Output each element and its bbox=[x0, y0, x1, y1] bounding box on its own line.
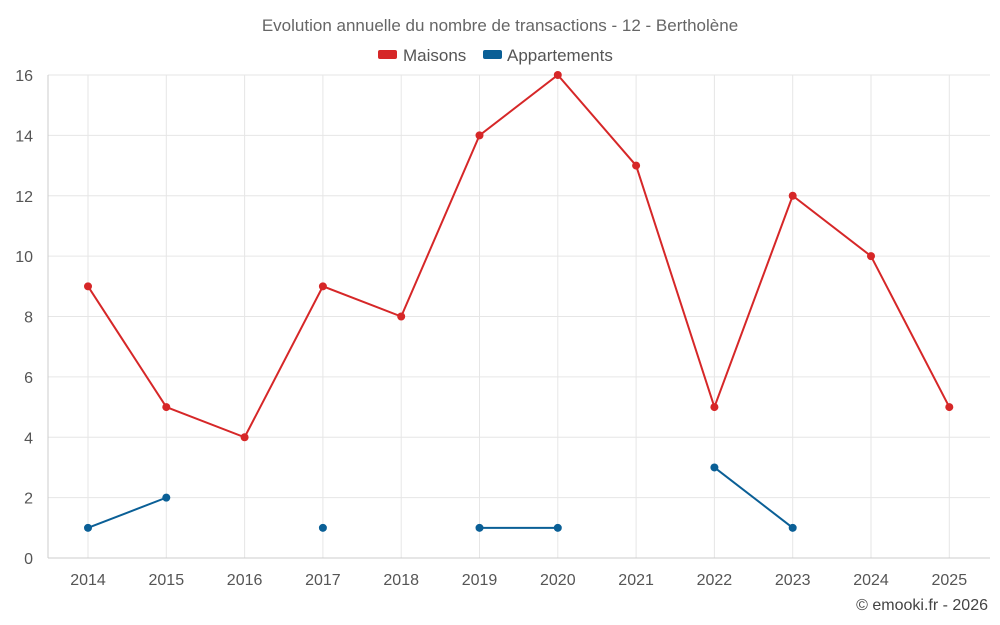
series-line-appartements bbox=[713, 466, 794, 529]
y-tick-label: 6 bbox=[24, 370, 33, 387]
x-tick-label: 2016 bbox=[227, 572, 263, 589]
y-tick-label: 16 bbox=[15, 68, 33, 85]
data-point-maisons[interactable] bbox=[84, 282, 92, 291]
series-maisons bbox=[84, 71, 954, 442]
y-tick-label: 14 bbox=[15, 128, 33, 145]
data-point-maisons[interactable] bbox=[397, 312, 406, 321]
x-tick-label: 2017 bbox=[305, 572, 341, 589]
data-point-maisons[interactable] bbox=[475, 131, 484, 140]
data-point-maisons[interactable] bbox=[867, 252, 875, 261]
x-tick-label: 2019 bbox=[462, 572, 498, 589]
data-point-maisons[interactable] bbox=[632, 161, 641, 170]
legend[interactable]: Maisons Appartements bbox=[378, 46, 613, 65]
x-tick-label: 2025 bbox=[932, 572, 968, 589]
x-tick-label: 2023 bbox=[775, 572, 811, 589]
series-layer bbox=[84, 71, 954, 532]
series-line-appartements bbox=[87, 496, 167, 529]
legend-label-maisons: Maisons bbox=[403, 46, 466, 65]
y-tick-label: 8 bbox=[24, 310, 33, 327]
x-tick-label: 2024 bbox=[853, 572, 889, 589]
data-point-appartements[interactable] bbox=[318, 523, 327, 532]
y-tick-label: 0 bbox=[24, 551, 33, 568]
axes bbox=[47, 75, 990, 559]
chart-title: Evolution annuelle du nombre de transact… bbox=[262, 16, 738, 35]
x-tick-label: 2022 bbox=[697, 572, 733, 589]
x-tick-label: 2020 bbox=[540, 572, 576, 589]
data-point-appartements[interactable] bbox=[162, 493, 171, 502]
data-point-maisons[interactable] bbox=[318, 282, 327, 291]
legend-item-appartements[interactable]: Appartements bbox=[483, 46, 613, 65]
legend-swatch-appartements bbox=[483, 50, 502, 59]
data-point-appartements[interactable] bbox=[84, 523, 92, 532]
x-tick-label: 2014 bbox=[70, 572, 106, 589]
data-point-maisons[interactable] bbox=[162, 403, 171, 412]
series-line-maisons bbox=[87, 73, 951, 439]
legend-swatch-maisons bbox=[378, 50, 397, 59]
y-tick-label: 10 bbox=[15, 249, 33, 266]
y-tick-label: 4 bbox=[24, 430, 33, 447]
credit-text: © emooki.fr - 2026 bbox=[856, 597, 988, 614]
data-point-maisons[interactable] bbox=[788, 191, 797, 200]
x-tick-label: 2021 bbox=[618, 572, 654, 589]
x-axis-tick-labels: 2014 2015 2016 2017 2018 2019 2020 2021 2022 2023… bbox=[70, 572, 967, 589]
x-tick-label: 2018 bbox=[383, 572, 419, 589]
legend-label-appartements: Appartements bbox=[507, 46, 613, 65]
y-tick-label: 2 bbox=[24, 491, 33, 508]
data-point-appartements[interactable] bbox=[475, 523, 484, 532]
x-tick-label: 2015 bbox=[149, 572, 185, 589]
data-point-maisons[interactable] bbox=[240, 433, 249, 442]
legend-item-maisons[interactable]: Maisons bbox=[378, 46, 466, 65]
data-point-maisons[interactable] bbox=[945, 403, 954, 412]
data-point-maisons[interactable] bbox=[710, 403, 719, 412]
data-point-appartements[interactable] bbox=[710, 463, 719, 472]
gridlines bbox=[48, 74, 990, 558]
data-point-maisons[interactable] bbox=[553, 71, 562, 79]
data-point-appartements[interactable] bbox=[553, 523, 562, 532]
series-appartements bbox=[84, 463, 797, 532]
y-tick-label: 12 bbox=[15, 189, 33, 206]
data-point-appartements[interactable] bbox=[788, 523, 797, 532]
y-axis-tick-labels: 0 2 4 6 8 10 12 14 16 bbox=[15, 68, 33, 568]
